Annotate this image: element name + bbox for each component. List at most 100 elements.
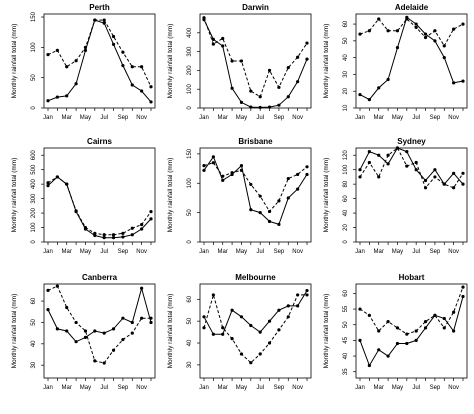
y-tick-label: 600 [31,150,37,161]
dashed-series-point [414,25,418,30]
solid-series-point [249,323,253,328]
y-tick-label: 300 [187,46,193,57]
dashed-series-point [65,182,69,186]
solid-series-point [296,80,300,84]
dashed-series-point [211,161,215,165]
solid-series-point [230,86,234,90]
dashed-series-point [140,65,144,69]
dashed-series-point [46,181,50,185]
solid-series-line [47,286,152,343]
x-tick-label: Jan [199,249,209,255]
dashed-series-line [203,17,308,98]
solid-series-point [211,37,215,41]
panel-title: Brisbane [238,137,273,146]
solid-series-point [130,320,134,325]
dashed-series-point [249,361,253,365]
solid-series-point [296,187,300,191]
x-tick-label: May [80,115,91,121]
solid-series-line [47,176,152,239]
dashed-series-point [461,22,465,26]
y-tick-label: 0 [187,240,193,244]
x-tick-label: Jan [355,385,365,391]
dashed-series-point [149,210,153,214]
solid-series-point [386,354,390,358]
dashed-series-point [102,361,106,365]
solid-series-point [121,235,125,239]
solid-series-point [423,178,428,183]
dashed-series-point [93,359,97,363]
dashed-series-point [367,160,371,165]
solid-series-point [414,338,418,342]
y-tick-label: 50 [31,318,37,325]
dashed-series-line [359,286,464,335]
x-tick-label: Nov [448,385,459,391]
panel-brisbane: Brisbane Monthly rainfall total (mm) 0 50 10… [167,137,312,255]
dashed-series-point [442,326,446,330]
solid-series-point [249,208,253,212]
dashed-series-point [423,186,428,190]
dashed-series-point [93,18,97,22]
dashed-series-point [46,288,50,293]
dashed-series-point [239,168,244,172]
x-tick-label: May [392,249,403,255]
y-tick-label: 500 [31,164,37,175]
x-tick-label: Nov [292,115,303,121]
dashed-series-point [277,328,281,332]
dashed-series-point [367,313,371,317]
solid-series-point [102,331,106,335]
dashed-series-point [202,16,206,20]
dashed-series-point [395,326,400,330]
y-axis-label: Monthly rainfall total (mm) [167,24,174,99]
dashed-series-point [461,171,465,175]
panel-title: Perth [89,3,110,12]
x-tick-label: Mar [374,249,384,255]
dashed-series-point [121,337,125,342]
solid-series-point [286,304,290,308]
dashed-series-point [83,225,88,230]
y-tick-label: 0 [31,106,37,110]
solid-series-point [83,335,88,340]
solid-series-point [140,227,144,231]
solid-series-point [386,162,390,166]
dashed-series-point [102,18,106,22]
solid-series-point [367,98,371,102]
x-tick-label: Jan [43,385,53,391]
dashed-series-point [377,17,381,21]
dashed-series-line [47,19,152,88]
solid-series-point [258,330,262,334]
panel-adelaide: Adelaide Monthly rainfall total (mm) 10 20 3… [323,3,468,121]
dashed-series-point [358,32,362,36]
x-tick-label: May [236,115,247,121]
dashed-series-point [74,59,78,63]
y-tick-label: 400 [187,27,193,38]
y-tick-label: 40 [343,352,349,359]
y-axis-label: Monthly rainfall total (mm) [11,294,18,369]
solid-series-point [395,341,400,346]
solid-series-point [367,150,371,154]
solid-series-point [221,178,225,182]
dashed-series-point [405,17,409,21]
solid-series-point [286,196,290,200]
x-tick-label: Jul [256,115,264,121]
dashed-series-point [305,293,309,297]
dashed-series-point [461,285,465,289]
dashed-series-point [296,55,300,59]
solid-series-point [305,288,309,293]
panel-title: Melbourne [235,273,276,282]
solid-series-point [230,308,234,312]
y-axis-label: Monthly rainfall total (mm) [323,294,330,369]
dashed-series-point [442,44,446,48]
y-tick-label: 60 [343,289,349,296]
solid-series-point [305,172,309,177]
x-tick-label: Mar [374,115,384,121]
y-tick-label: 80 [343,180,349,187]
y-tick-label: 60 [343,20,349,27]
dashed-series-point [414,329,418,333]
solid-series-point [46,308,50,312]
solid-series-point [433,39,437,43]
dashed-series-line [203,293,307,364]
x-tick-label: Jul [412,115,420,121]
dashed-series-line [359,18,464,47]
solid-series-point [121,316,125,320]
dashed-series-point [258,95,262,99]
